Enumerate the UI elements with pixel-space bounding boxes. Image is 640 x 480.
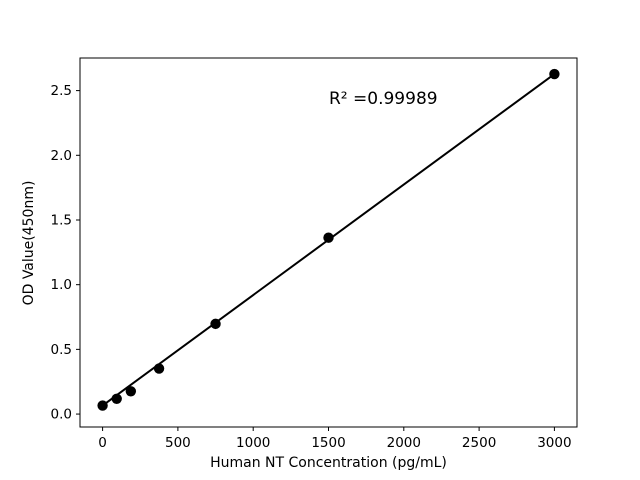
data-point: [153, 363, 165, 374]
data-point: [111, 393, 122, 404]
y-tick-label: 0.5: [51, 342, 72, 358]
x-tick-label: 0: [98, 435, 107, 451]
x-axis-label: Human NT Concentration (pg/mL): [210, 455, 447, 471]
y-tick-label: 2.0: [51, 148, 72, 164]
data-point: [323, 232, 334, 243]
data-point: [549, 68, 560, 80]
x-tick-label: 2000: [387, 435, 421, 451]
y-tick-label: 1.5: [51, 212, 72, 228]
x-tick-label: 1000: [236, 435, 270, 451]
y-tick-label: 2.5: [51, 83, 72, 99]
y-axis-label: OD Value(450nm): [21, 180, 37, 306]
r-squared-annotation: R² =0.99989: [329, 89, 438, 109]
data-point: [210, 318, 221, 330]
x-tick-label: 2500: [462, 435, 496, 451]
y-tick-label: 1.0: [51, 277, 72, 293]
x-tick-label: 1500: [311, 435, 345, 451]
x-tick-label: 500: [165, 435, 191, 451]
data-point: [97, 400, 108, 411]
data-point: [125, 386, 137, 397]
y-tick-label: 0.0: [51, 407, 72, 423]
x-tick-label: 3000: [537, 435, 571, 451]
